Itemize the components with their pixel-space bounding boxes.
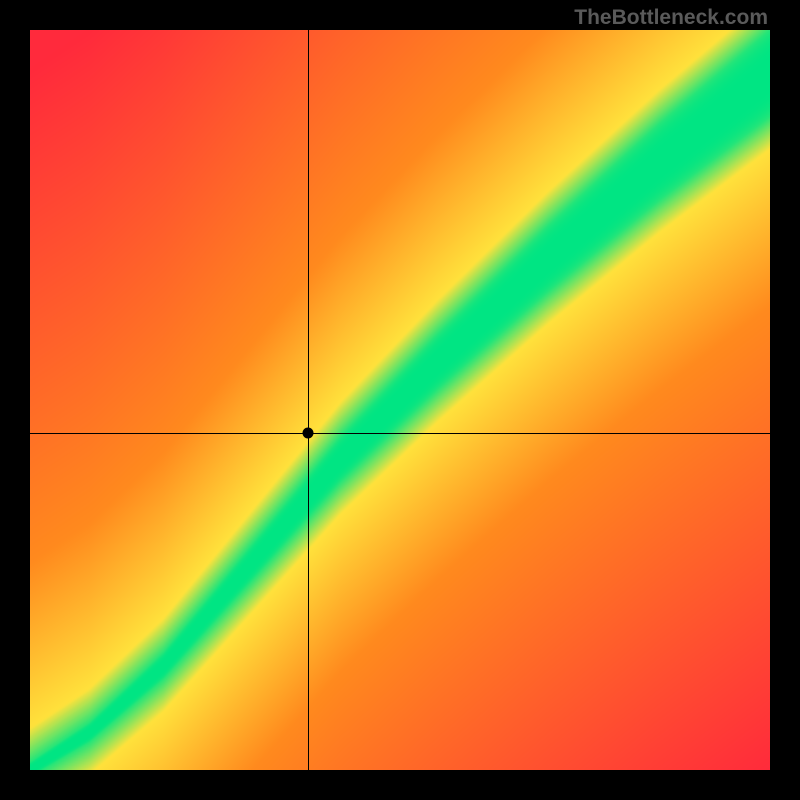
outer-frame: TheBottleneck.com xyxy=(0,0,800,800)
watermark-text: TheBottleneck.com xyxy=(574,6,768,30)
crosshair-marker xyxy=(302,428,313,439)
heatmap-canvas xyxy=(30,30,770,770)
crosshair-vertical xyxy=(308,30,309,770)
crosshair-horizontal xyxy=(30,433,770,434)
